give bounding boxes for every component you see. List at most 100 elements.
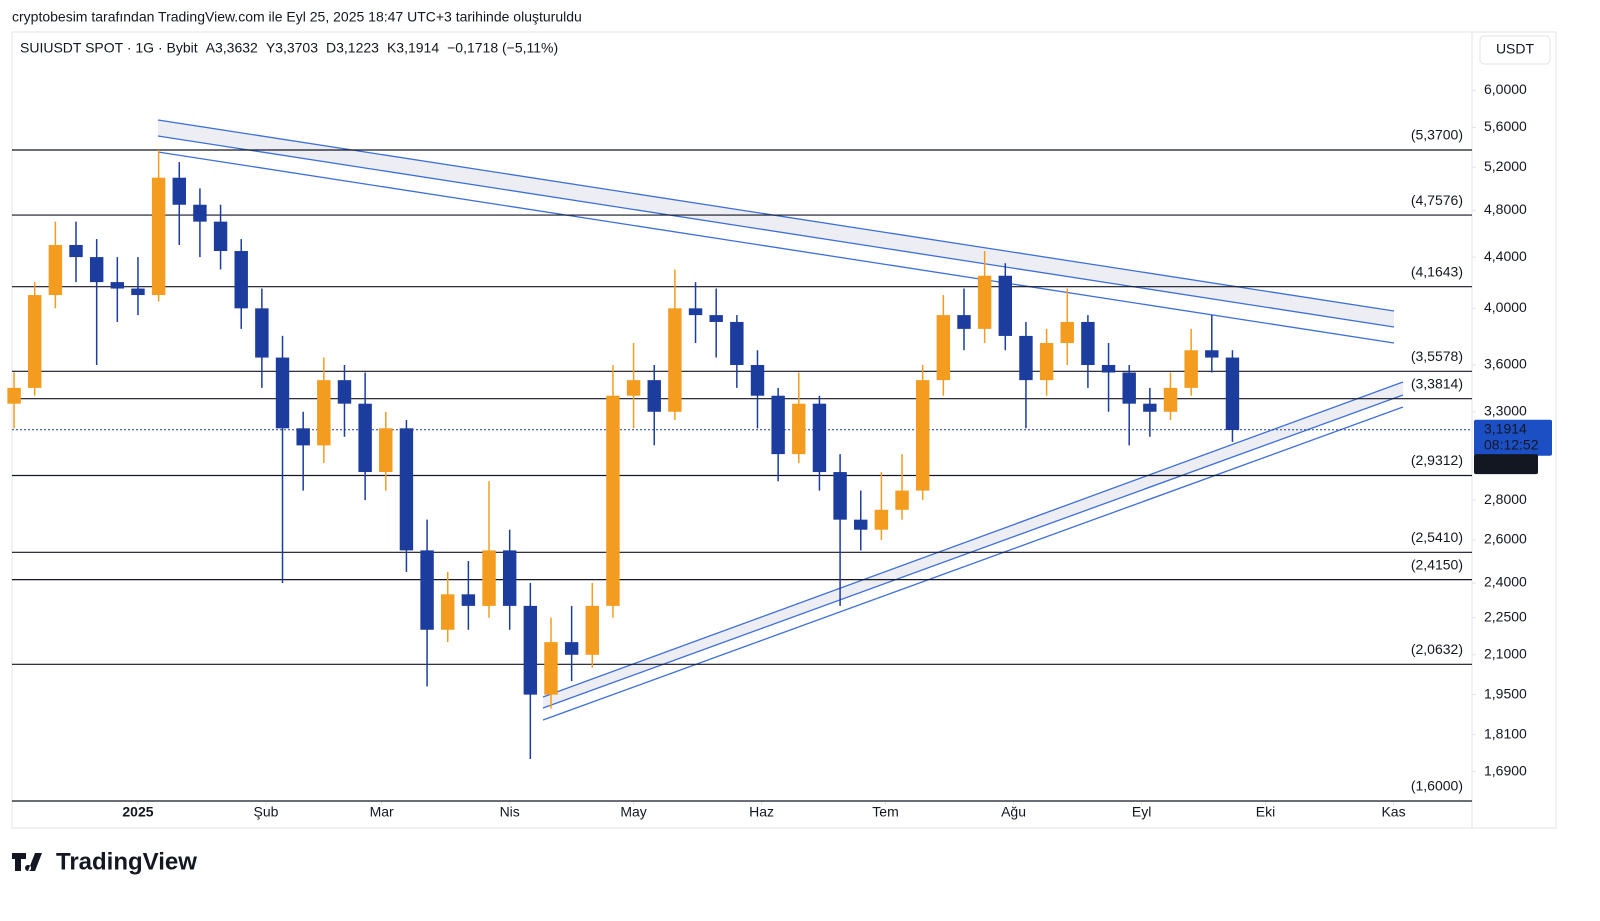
candle-body [461,594,476,606]
candle-body [688,308,703,316]
candle-body [606,395,620,606]
candle-body [957,315,971,329]
y-tick-label: 3,6000 [1484,356,1527,372]
candle-body [337,380,352,404]
candle-body [730,321,744,365]
x-tick-label: Haz [749,804,774,820]
marker-tag-label: 3,1012 [1484,455,1527,471]
candle-body [7,387,21,404]
level-label: (2,5410) [1411,529,1463,545]
trend-channel [157,119,1404,721]
candle-body [1019,335,1033,381]
candle-body [1205,350,1219,358]
ohlc-value: 3,1914 [396,40,439,56]
level-label: (1,6000) [1411,778,1463,794]
y-tick-label: 5,6000 [1484,118,1527,134]
candle-body [502,550,517,606]
x-tick-label: Eyl [1132,804,1151,820]
y-tick-label: 2,4000 [1484,574,1527,590]
y-tick-label: 1,8100 [1484,725,1527,741]
candle-body [213,221,228,252]
candle-body [234,251,248,309]
candle-body [523,605,538,695]
candle-body [915,380,930,491]
candle-body [1225,357,1240,430]
ohlc-label: K [387,40,397,56]
ohlc-label: Y [266,40,276,56]
candle-body [172,177,186,205]
candle-body [482,550,496,606]
candle-body [668,308,682,412]
currency[interactable]: USDT [1496,41,1535,57]
candle-body [750,364,765,396]
level-label: (2,9312) [1411,452,1463,468]
ohlc-value: 3,1223 [336,40,379,56]
ohlc-value: 3,3632 [215,40,258,56]
candle-body [193,204,207,222]
candle-body [647,380,661,412]
candle-body [1101,364,1116,373]
candle-body [1143,403,1157,412]
change: −0,1718 (−5,11%) [447,40,558,56]
candle-body [28,295,42,388]
x-tick-label: Ağu [1001,804,1026,820]
y-tick-label: 4,8000 [1484,201,1527,217]
candle-body [792,403,806,455]
level-label: (5,3700) [1411,127,1463,143]
candle-body [564,642,579,655]
x-tick-label: Şub [254,804,279,820]
brand[interactable]: TradingView [56,848,197,875]
x-tick-label: Kas [1381,804,1405,820]
x-tick-label: Tem [872,804,898,820]
candle-body [296,428,310,446]
candle-body [812,403,827,473]
candle-body [48,245,63,296]
candle-body [151,177,166,296]
candle-body [895,490,909,510]
credit: cryptobesim tarafından TradingView.com i… [12,9,582,25]
level-label: (4,7576) [1411,192,1463,208]
candle-body [358,403,372,473]
candle-body [998,275,1013,336]
candle-body [874,509,889,530]
y-tick-label: 5,2000 [1484,158,1527,174]
candle-body [317,380,331,446]
candle-body [977,275,992,329]
y-tick-label: 6,0000 [1484,81,1527,97]
y-tick-label: 2,6000 [1484,531,1527,547]
candle-body [626,380,641,396]
x-tick-label: May [620,804,646,820]
symbol: SUIUSDT SPOT · 1G · Bybit [20,40,198,56]
candle-body [399,428,414,551]
brand-logo[interactable]: TradingView [12,848,197,875]
candle-body [544,642,558,695]
price-tag-label: 3,1914 [1484,420,1527,436]
candle-body [441,594,455,630]
y-tick-label: 4,0000 [1484,299,1527,315]
ohlc-label: A [206,40,216,56]
candle-body [1122,372,1136,404]
candle-body [110,282,125,289]
candle-body [89,257,104,283]
x-tick-label: Eki [1256,804,1275,820]
candle-body [854,519,868,530]
currency-box[interactable] [1479,35,1551,65]
x-tick-label: Mar [370,804,394,820]
candle-body [1060,321,1074,344]
candle-body [585,605,599,655]
y-tick-label: 3,3000 [1484,402,1527,418]
symbol-info: SUIUSDT SPOT · 1G · Bybit A 3,3632 Y 3,3703 D… [20,40,558,56]
price-tag [1474,419,1552,456]
y-tick-label: 2,1000 [1484,645,1527,661]
y-tick-label: 1,9500 [1484,685,1527,701]
ohlc-label: D [326,40,336,56]
candle-body [1163,387,1178,412]
candle-body [771,395,785,455]
candle-body [1039,343,1054,381]
candle-body [131,288,145,296]
candle-body [255,308,269,358]
level-label: (2,4150) [1411,556,1463,572]
candle-body [69,245,83,258]
candle-body [420,550,434,630]
